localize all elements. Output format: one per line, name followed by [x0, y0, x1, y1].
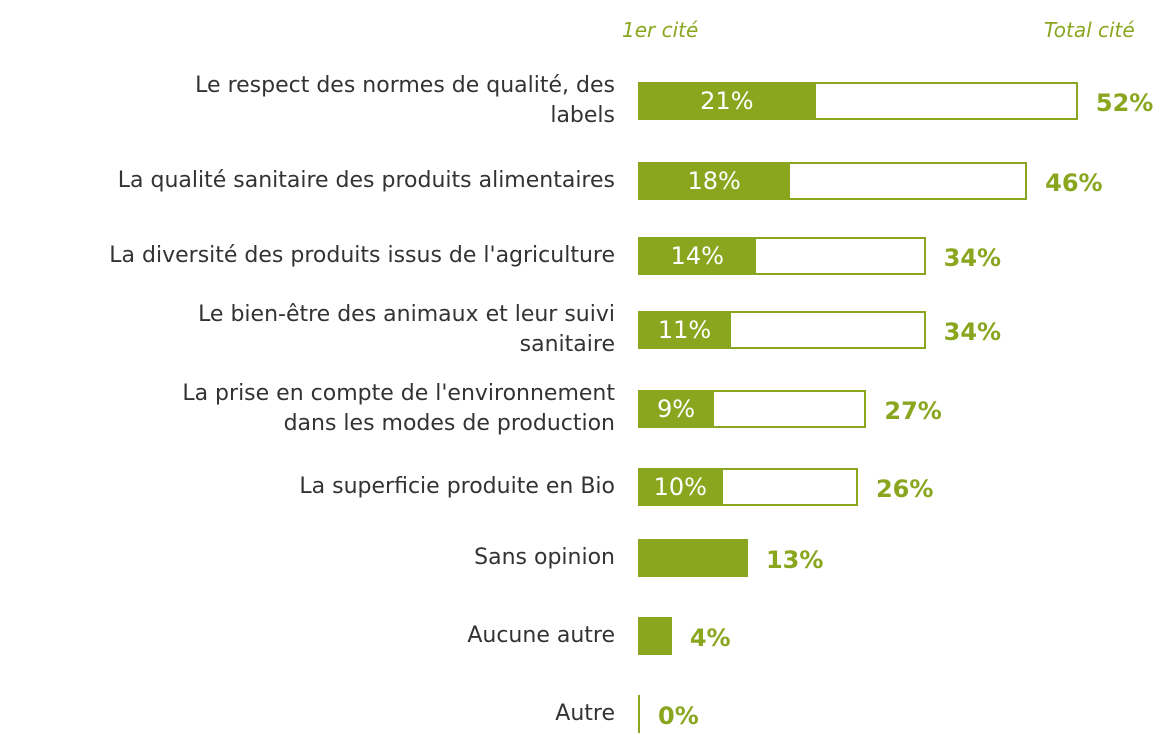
bar — [638, 311, 732, 349]
category-label: Autre — [555, 701, 615, 726]
category-label: La diversité des produits issus de l'agr… — [109, 243, 615, 268]
category-label: La superficie produite en Bio — [299, 474, 615, 499]
value-label: 34% — [943, 244, 1002, 272]
value-label: 11% — [657, 316, 712, 344]
category-label: La qualité sanitaire des produits alimen… — [117, 168, 615, 193]
value-label: 0% — [658, 702, 699, 730]
bar — [638, 539, 748, 577]
value-label: 26% — [875, 475, 934, 503]
value-label: 9% — [657, 395, 696, 423]
value-label: 18% — [687, 167, 741, 195]
category-label: La prise en compte de l'environnement da… — [182, 381, 615, 436]
value-label: 46% — [1045, 169, 1103, 197]
value-label: 14% — [670, 242, 724, 270]
category-label: Sans opinion — [474, 545, 615, 570]
bar — [638, 617, 672, 655]
value-label: 13% — [765, 546, 824, 574]
value-label: 4% — [689, 624, 731, 652]
category-label: Le bien-être des animaux et leur suivi s… — [198, 302, 615, 357]
value-label: 34% — [943, 318, 1002, 346]
bar — [638, 82, 816, 120]
legend-entry: Total cité — [1044, 18, 1135, 42]
bar — [638, 390, 715, 428]
bar — [638, 695, 640, 733]
legend-entry: 1er cité — [622, 18, 699, 42]
bar — [638, 162, 791, 200]
bar — [638, 468, 723, 506]
value-label: 21% — [700, 87, 754, 115]
category-label: Aucune autre — [467, 623, 615, 648]
category-label: Le respect des normes de qualité, des la… — [195, 73, 615, 128]
value-label: 10% — [653, 473, 707, 501]
value-label: 27% — [884, 397, 942, 425]
bar — [638, 237, 757, 275]
value-label: 52% — [1095, 89, 1154, 117]
